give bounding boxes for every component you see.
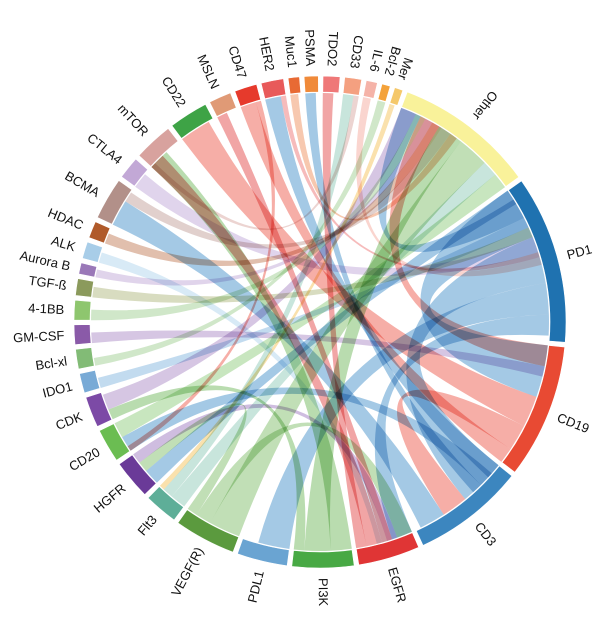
arc-her2	[260, 78, 287, 100]
arc-cd22	[171, 103, 214, 139]
label-egfr: EGFR	[385, 566, 410, 605]
arc-ctla4	[121, 158, 149, 187]
label-cd47: CD47	[225, 44, 249, 80]
arc-tdo2	[322, 75, 341, 94]
arc-bcl2	[377, 83, 391, 102]
arc-msln	[209, 92, 237, 117]
arc-other	[401, 91, 520, 187]
arc-pi3k	[291, 549, 355, 569]
ribbon-pi3k-mtor	[151, 152, 352, 551]
arc-psma	[303, 75, 319, 93]
ribbon-gmcsf-cd19	[91, 330, 545, 377]
label-muc1: Muc1	[282, 35, 300, 68]
ribbon-pi3k-other	[304, 126, 461, 551]
label-cd33: CD33	[347, 34, 366, 69]
label-flt3: Flt3	[134, 512, 159, 538]
label-psma: PSMA	[302, 29, 318, 67]
arc-alk	[82, 241, 103, 263]
ribbon-pd1-cd3	[406, 237, 546, 500]
label-cd22: CD22	[159, 74, 189, 110]
label-il6: IL-6	[367, 48, 386, 73]
arc-cd47	[234, 83, 262, 107]
arc-gmcsf	[73, 324, 92, 345]
label-alk: ALK	[49, 233, 77, 255]
label-bcma: BCMA	[62, 168, 102, 200]
arc-cdk	[85, 392, 113, 427]
ribbon-vegfr-egfr	[196, 422, 412, 538]
ribbon-hdac-other	[104, 122, 442, 267]
arc-hgfr	[118, 454, 157, 496]
ribbon-layer	[91, 93, 549, 551]
label-mer: Mer	[395, 56, 417, 83]
label-other: Other	[469, 88, 501, 123]
ribbon-vegfr-other	[210, 141, 485, 537]
label-hdac: HDAC	[46, 205, 86, 233]
arc-pd1	[507, 180, 567, 343]
arc-tgfb	[75, 278, 94, 298]
arc-il6	[362, 80, 378, 99]
ribbon-pd1-other	[378, 107, 524, 252]
label-ido1: IDO1	[41, 379, 74, 401]
label-aurorab: Aurora B	[18, 248, 71, 274]
label-cdk: CDK	[54, 409, 85, 433]
label-pdl1: PDL1	[245, 569, 267, 604]
arc-hdac	[88, 221, 111, 244]
arc-cd3	[415, 465, 513, 546]
ribbon-cd20-other	[114, 174, 506, 438]
ribbon-cd19-cd3	[397, 389, 524, 515]
arc-bcma	[96, 180, 133, 225]
ribbon-flt3-other	[171, 162, 496, 507]
arc-mtor	[138, 128, 179, 167]
arc-cd33	[342, 76, 363, 96]
ribbon-ido1-pd1	[97, 217, 529, 389]
arc-ido1	[79, 369, 101, 394]
ribbon-ctla4-pd1	[135, 174, 539, 276]
arc-bclxl	[75, 347, 95, 370]
arc-aurorab	[78, 262, 98, 278]
label-cd19: CD19	[555, 410, 591, 436]
arc-layer	[73, 75, 567, 569]
arc-flt3	[147, 486, 184, 521]
label-pd1: PD1	[565, 241, 593, 262]
arc-cd20	[98, 423, 131, 461]
label-4-1bb: 4-1BB	[28, 300, 65, 317]
label-vegfr: VEGF(R)	[168, 545, 206, 599]
label-msln: MSLN	[194, 52, 222, 91]
ribbon-cd19-cd22	[182, 121, 537, 427]
label-pi3k: PI3K	[316, 578, 331, 607]
label-cd20: CD20	[66, 444, 102, 474]
ribbon-cd3-bcma	[112, 201, 444, 528]
ribbon-egfr-mtor	[151, 155, 383, 547]
label-mtor: mTOR	[115, 101, 152, 139]
arc-4-1bb	[73, 299, 92, 321]
arc-pdl1	[237, 538, 290, 567]
label-her2: HER2	[256, 35, 277, 72]
arc-mer	[389, 87, 404, 106]
arc-muc1	[287, 76, 302, 95]
label-cd3: CD3	[472, 519, 500, 549]
arc-vegfr	[177, 509, 240, 553]
label-hgfr: HGFR	[91, 481, 129, 516]
label-gmcsf: GM-CSF	[13, 328, 65, 346]
label-bclxl: Bcl-xl	[34, 353, 68, 373]
arc-egfr	[355, 532, 420, 566]
label-ctla4: CTLA4	[84, 130, 125, 167]
label-tgfb: TGF-ß	[28, 273, 68, 293]
label-tdo2: TDO2	[325, 31, 342, 66]
arc-cd19	[501, 345, 566, 473]
